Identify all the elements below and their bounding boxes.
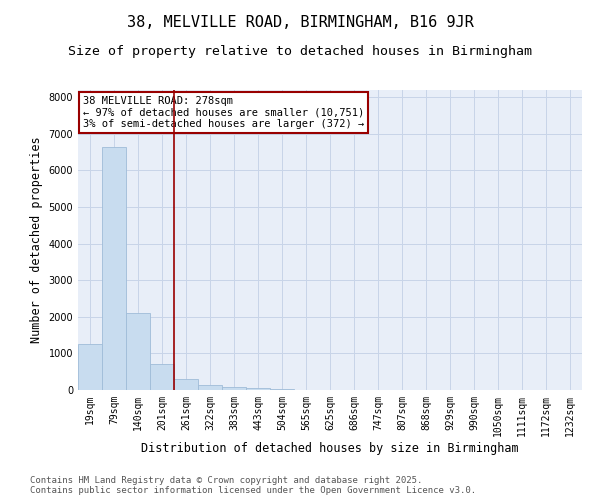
Bar [150,364,174,390]
Text: Size of property relative to detached houses in Birmingham: Size of property relative to detached ho… [68,45,532,58]
Text: 38 MELVILLE ROAD: 278sqm
← 97% of detached houses are smaller (10,751)
3% of sem: 38 MELVILLE ROAD: 278sqm ← 97% of detach… [83,96,364,129]
Bar [126,313,150,390]
Bar [198,385,222,390]
Text: 38, MELVILLE ROAD, BIRMINGHAM, B16 9JR: 38, MELVILLE ROAD, BIRMINGHAM, B16 9JR [127,15,473,30]
Bar [270,388,294,390]
Text: Contains HM Land Registry data © Crown copyright and database right 2025.
Contai: Contains HM Land Registry data © Crown c… [30,476,476,495]
Bar [102,146,126,390]
Bar [78,344,102,390]
X-axis label: Distribution of detached houses by size in Birmingham: Distribution of detached houses by size … [141,442,519,454]
Bar [246,388,270,390]
Bar [174,378,198,390]
Bar [222,386,246,390]
Y-axis label: Number of detached properties: Number of detached properties [30,136,43,344]
